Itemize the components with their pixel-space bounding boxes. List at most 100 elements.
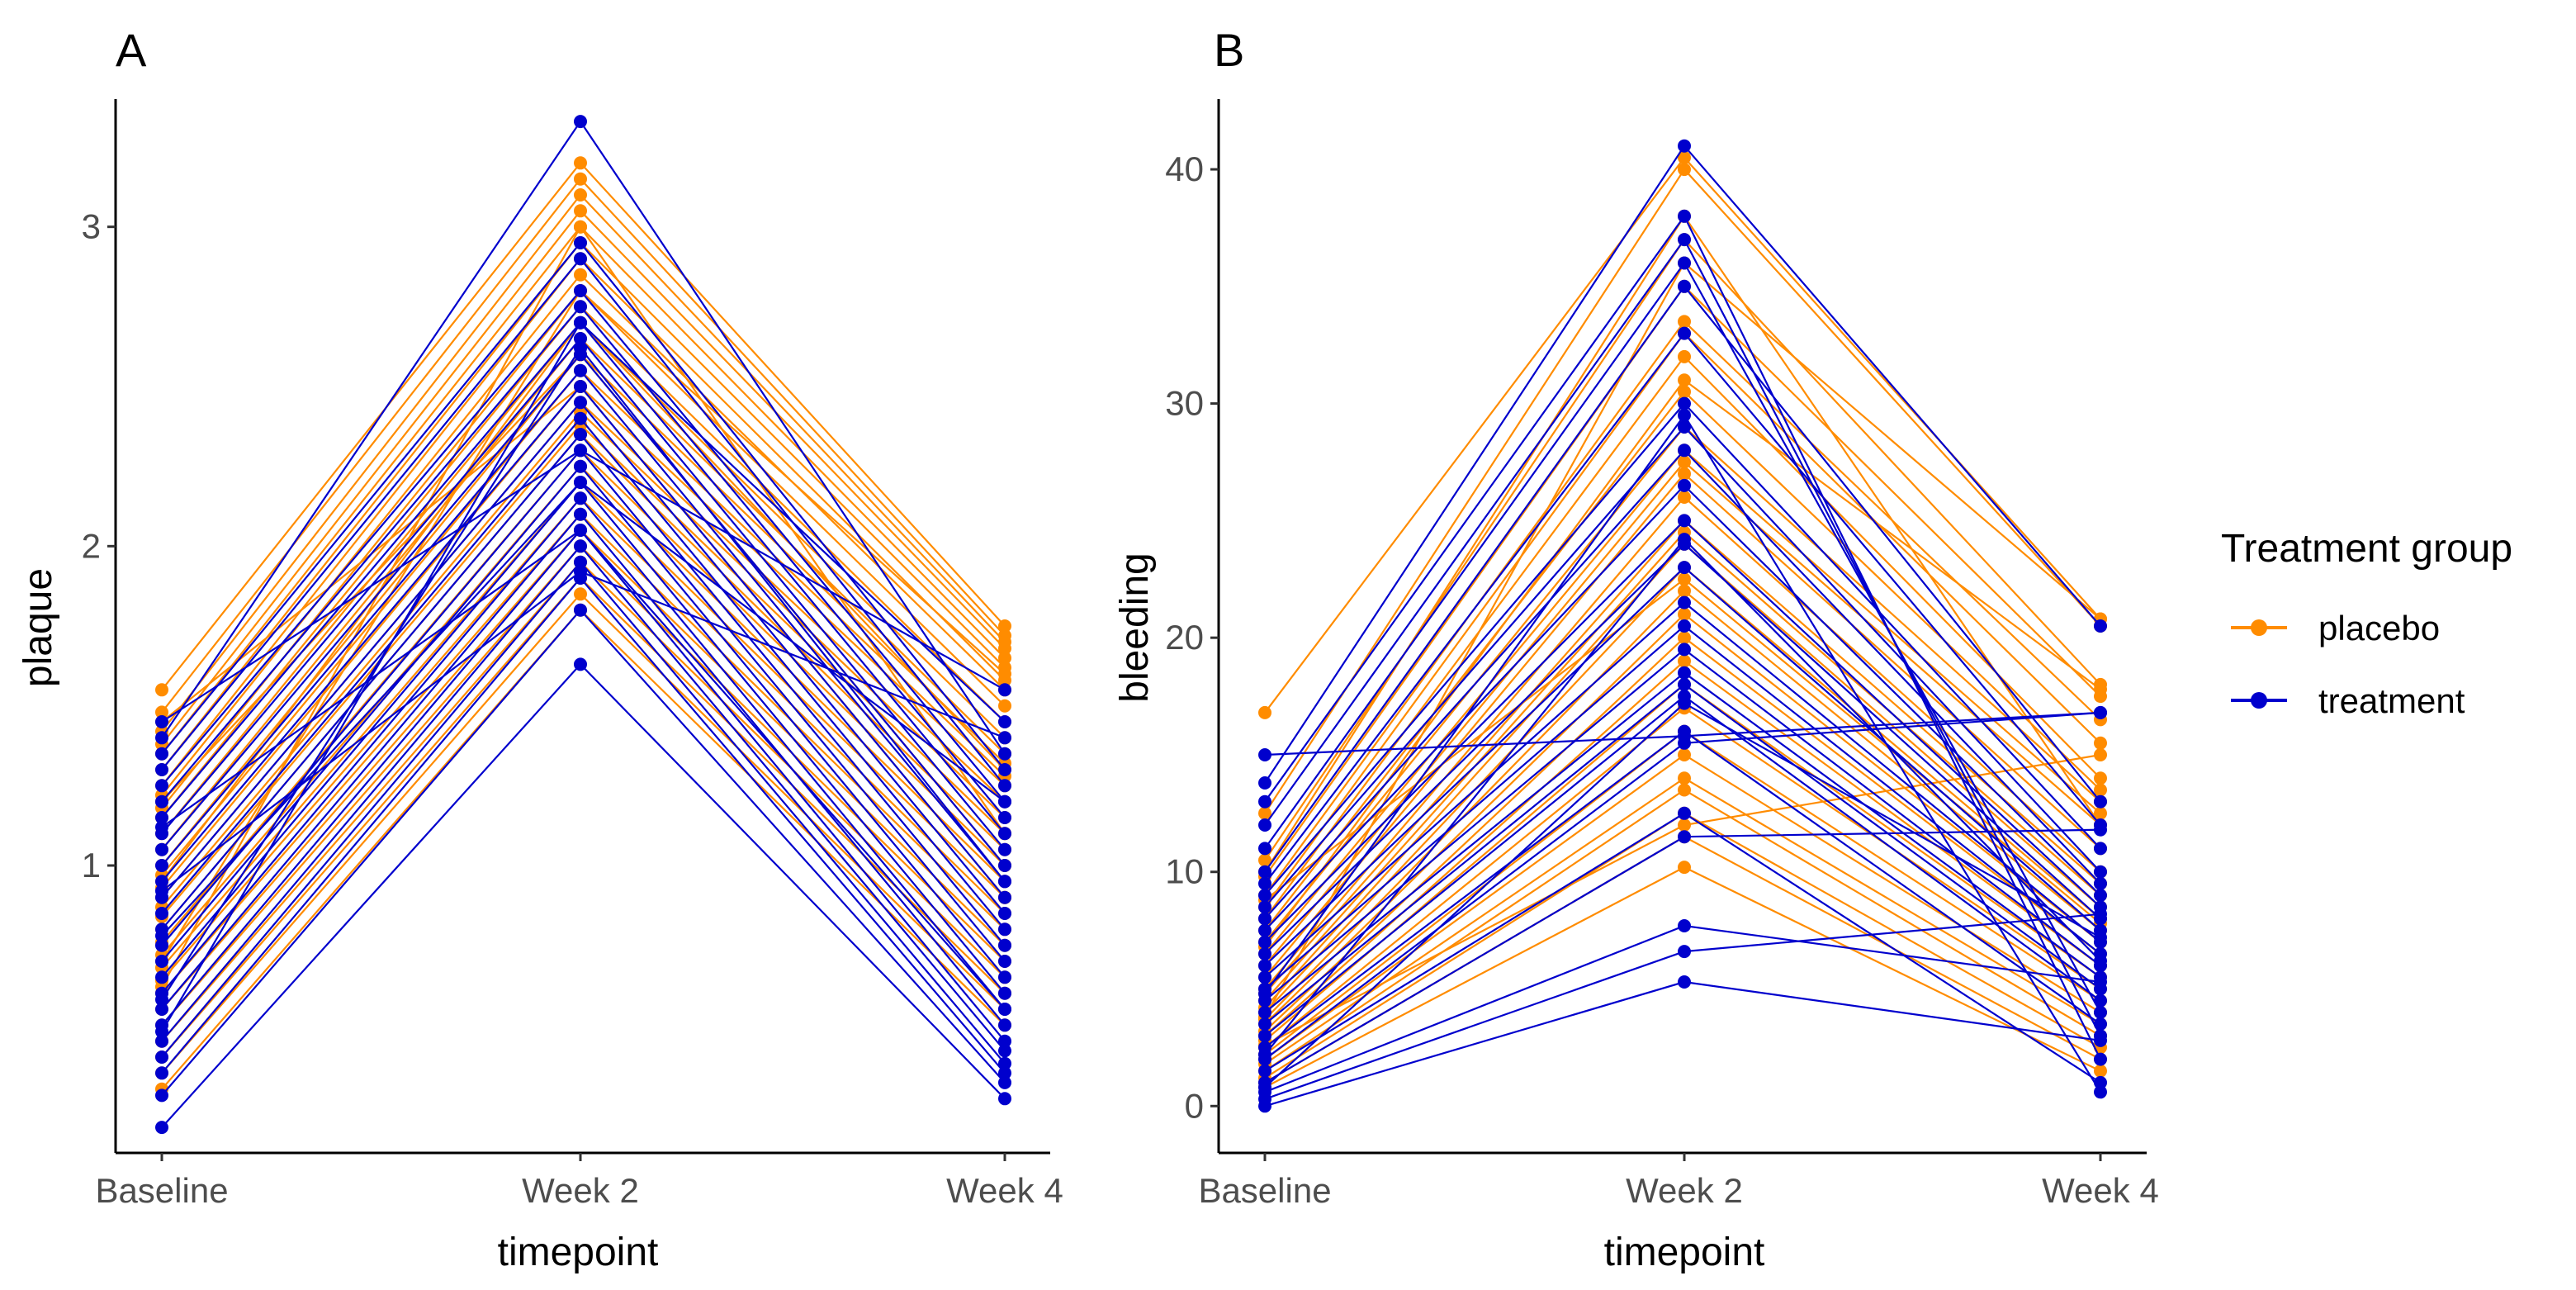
data-point-treatment	[1258, 912, 1271, 926]
data-point-treatment	[155, 763, 168, 776]
data-point-placebo	[998, 651, 1011, 665]
data-point-treatment	[998, 763, 1011, 776]
data-point-treatment	[1678, 326, 1691, 340]
data-point-treatment	[2094, 889, 2107, 903]
data-point-placebo	[1678, 385, 1691, 399]
data-point-treatment	[998, 779, 1011, 793]
data-point-treatment	[1678, 396, 1691, 410]
data-point-treatment	[574, 396, 587, 410]
data-point-treatment	[998, 794, 1011, 809]
data-point-treatment	[574, 491, 587, 505]
data-point-placebo	[1678, 349, 1691, 363]
data-point-treatment	[998, 955, 1011, 968]
data-point-treatment	[1678, 233, 1691, 247]
data-point-treatment	[1258, 1017, 1271, 1031]
data-point-treatment	[998, 731, 1011, 745]
data-point-treatment	[998, 1003, 1011, 1016]
data-point-placebo	[1678, 584, 1691, 598]
data-point-treatment	[574, 657, 587, 671]
data-point-treatment	[2094, 954, 2107, 968]
data-point-treatment	[574, 236, 587, 249]
panel-a-y-title: plaque	[17, 568, 60, 687]
data-point-treatment	[998, 1092, 1011, 1106]
data-point-treatment	[574, 443, 587, 458]
y-tick-label: 3	[82, 207, 101, 246]
data-point-placebo	[2094, 682, 2107, 696]
data-point-placebo	[1678, 748, 1691, 761]
data-point-treatment	[998, 907, 1011, 920]
data-point-treatment	[2094, 994, 2107, 1008]
data-point-treatment	[574, 459, 587, 473]
data-point-placebo	[574, 220, 587, 234]
panel-b-tag: B	[1214, 24, 1244, 76]
data-point-placebo	[1258, 705, 1271, 719]
data-point-treatment	[574, 380, 587, 393]
data-point-placebo	[574, 204, 587, 218]
data-point-treatment	[574, 115, 587, 129]
legend: Treatment group placebo treatment	[2221, 527, 2512, 720]
panel-a: A 1 2 3 Baseline Week 2 Week 4 timepoint plaq…	[17, 24, 1063, 1274]
data-point-placebo	[1678, 631, 1691, 645]
data-point-placebo	[1678, 771, 1691, 785]
data-point-treatment	[574, 363, 587, 377]
data-point-treatment	[998, 715, 1011, 728]
data-point-treatment	[2094, 931, 2107, 945]
data-point-treatment	[574, 476, 587, 489]
data-point-treatment	[2094, 912, 2107, 926]
data-point-treatment	[155, 1025, 168, 1039]
x-tick-label: Week 2	[522, 1171, 639, 1210]
panel-b-x-title: timepoint	[1604, 1231, 1765, 1274]
y-tick-label: 1	[82, 846, 101, 885]
data-point-treatment	[155, 938, 168, 952]
data-point-placebo	[1678, 163, 1691, 177]
data-point-placebo	[2094, 736, 2107, 750]
data-point-placebo	[2094, 806, 2107, 820]
panel-b-ticks: 0 10 20 30 40 Baseline Week 2 Week 4	[1165, 149, 2159, 1210]
data-point-placebo	[155, 683, 168, 697]
data-point-treatment	[1678, 279, 1691, 293]
data-point-treatment	[1678, 806, 1691, 820]
data-point-treatment	[155, 820, 168, 834]
data-point-treatment	[155, 929, 168, 943]
data-point-treatment	[155, 875, 168, 889]
data-point-treatment	[1258, 1029, 1271, 1043]
data-point-treatment	[155, 747, 168, 761]
panel-a-series	[155, 115, 1011, 1135]
data-point-treatment	[155, 842, 168, 856]
data-point-treatment	[1678, 408, 1691, 422]
data-point-placebo	[1678, 861, 1691, 875]
data-point-treatment	[998, 811, 1011, 824]
x-tick-label: Baseline	[95, 1171, 228, 1210]
data-point-treatment	[155, 715, 168, 728]
data-point-treatment	[1678, 677, 1691, 691]
data-point-treatment	[1258, 865, 1271, 879]
data-point-treatment	[1258, 794, 1271, 809]
data-point-placebo	[1678, 572, 1691, 586]
data-point-treatment	[998, 875, 1011, 889]
legend-label-treatment: treatment	[2318, 681, 2465, 720]
data-point-treatment	[2094, 982, 2107, 996]
panel-a-x-title: timepoint	[498, 1231, 659, 1274]
data-point-treatment	[1678, 696, 1691, 710]
data-point-treatment	[998, 890, 1011, 904]
data-point-treatment	[1678, 139, 1691, 153]
data-point-treatment	[1678, 643, 1691, 657]
data-point-placebo	[1678, 783, 1691, 797]
data-point-treatment	[2094, 1029, 2107, 1043]
data-point-treatment	[1678, 561, 1691, 575]
data-point-treatment	[998, 827, 1011, 841]
data-point-placebo	[1678, 491, 1691, 504]
x-tick-label: Week 4	[2042, 1171, 2159, 1210]
y-tick-label: 20	[1165, 618, 1204, 657]
y-tick-label: 0	[1185, 1086, 1204, 1125]
data-point-treatment	[998, 922, 1011, 937]
data-point-treatment	[998, 1018, 1011, 1032]
series-treatment	[155, 115, 1011, 1135]
data-point-treatment	[574, 300, 587, 314]
data-point-treatment	[998, 1075, 1011, 1089]
data-point-treatment	[998, 1056, 1011, 1070]
data-point-treatment	[574, 555, 587, 569]
data-point-treatment	[1258, 842, 1271, 856]
data-point-treatment	[574, 411, 587, 425]
data-point-placebo	[2094, 771, 2107, 785]
